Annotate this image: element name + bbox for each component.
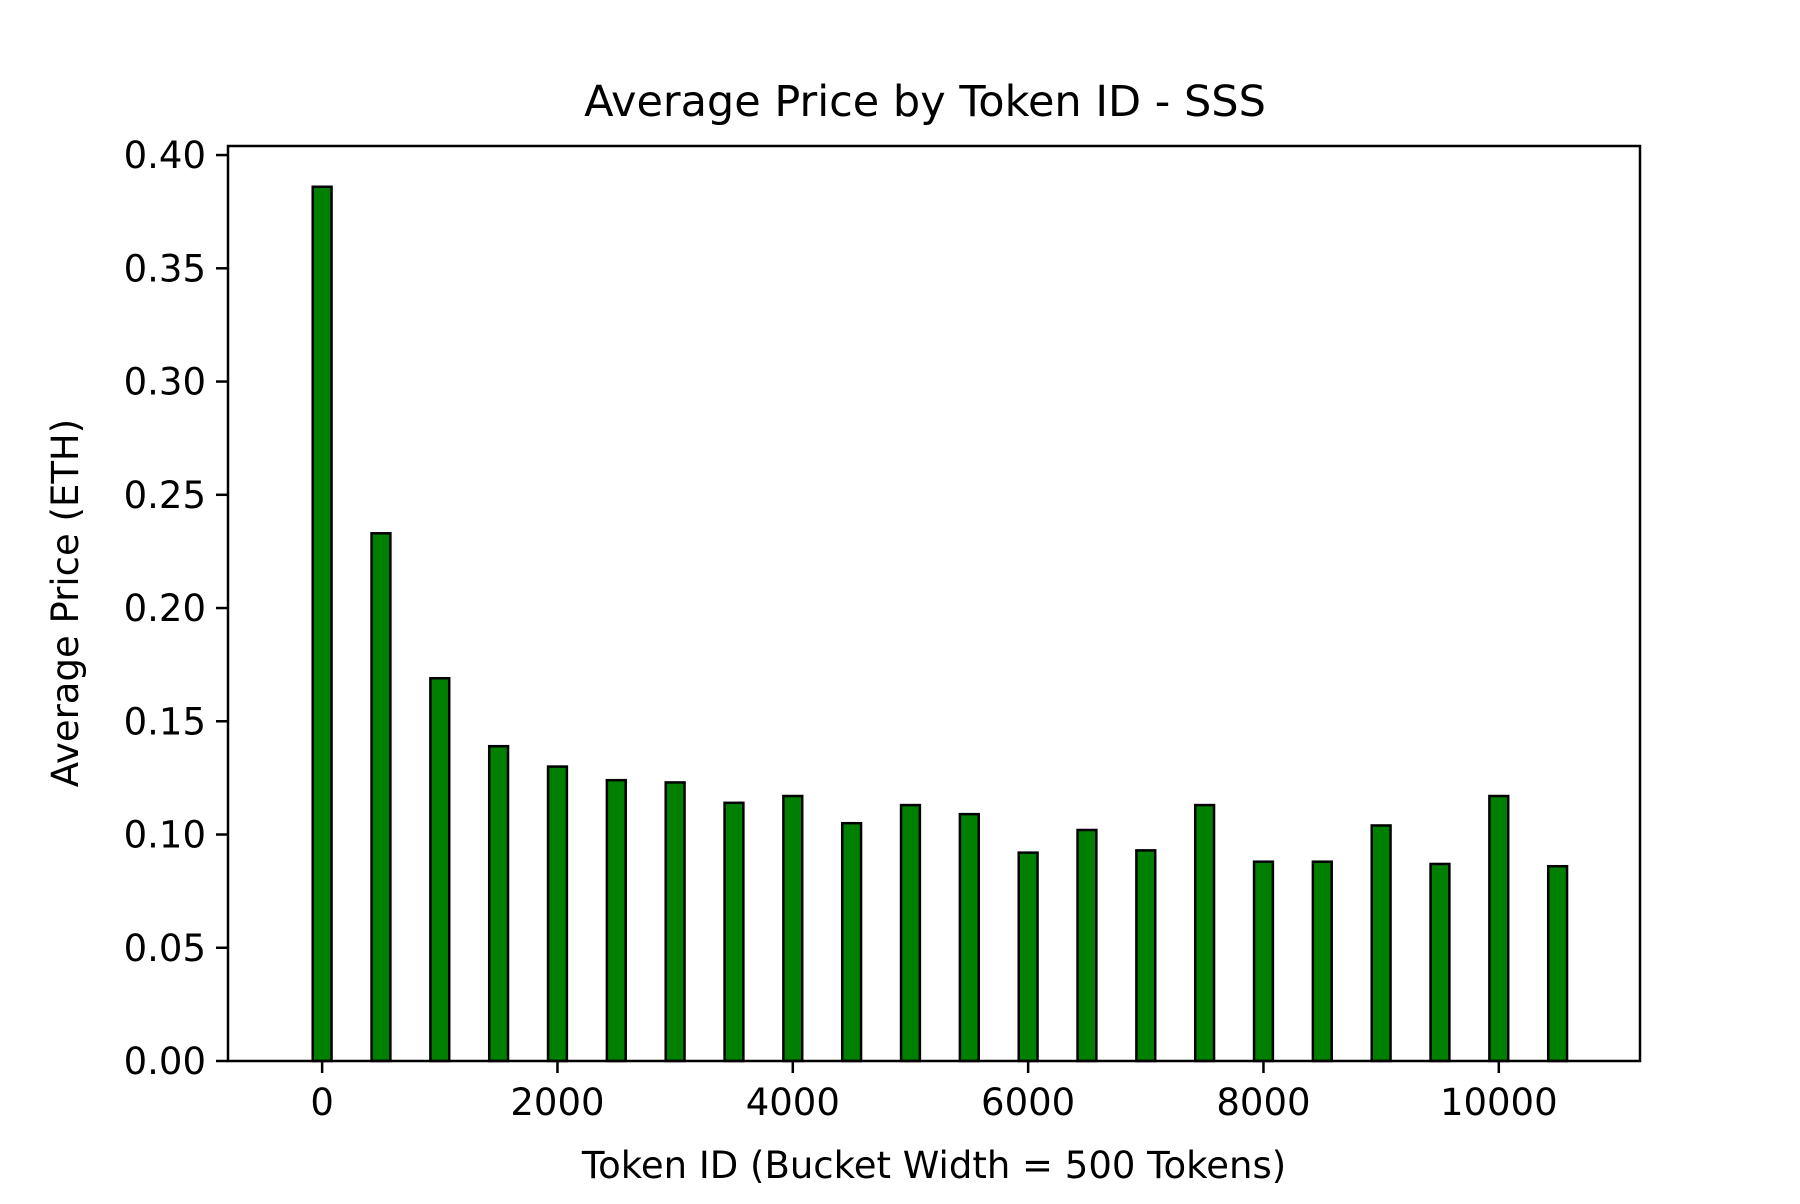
bar <box>429 676 451 1063</box>
bar <box>1193 803 1216 1063</box>
bar <box>1017 851 1039 1063</box>
y-axis: 0.00 0.05 0.10 0.15 0.20 0.25 0.30 0.35 0.40 <box>124 134 228 1083</box>
bar <box>311 185 333 1063</box>
bar <box>723 801 745 1063</box>
y-tick-label: 0.40 <box>124 134 206 177</box>
bar <box>899 803 922 1063</box>
y-tick-label: 0.30 <box>124 361 206 404</box>
y-tick-label: 0.20 <box>124 587 206 630</box>
bar <box>1252 860 1275 1063</box>
bars <box>311 185 1569 1063</box>
chart-title: Average Price by Token ID - SSS <box>584 77 1266 127</box>
y-tick-label: 0.10 <box>124 814 206 857</box>
bar <box>1488 794 1510 1063</box>
bar <box>487 744 510 1063</box>
y-axis-label: Average Price (ETH) <box>44 419 87 787</box>
bar <box>1076 828 1098 1063</box>
x-axis-label: Token ID (Bucket Width = 500 Tokens) <box>581 1144 1286 1187</box>
y-tick-label: 0.00 <box>124 1040 206 1083</box>
bar <box>1370 824 1392 1063</box>
bar <box>840 821 863 1063</box>
bar <box>782 794 804 1063</box>
x-tick-label: 10000 <box>1440 1081 1558 1124</box>
y-tick-label: 0.35 <box>124 247 206 290</box>
bar <box>1135 849 1157 1063</box>
bar <box>958 812 980 1063</box>
bar <box>1429 862 1451 1063</box>
bar <box>1311 860 1333 1063</box>
x-tick-label: 8000 <box>1216 1081 1310 1124</box>
bar <box>605 778 627 1063</box>
x-tick-label: 4000 <box>746 1081 840 1124</box>
y-tick-label: 0.25 <box>124 474 206 517</box>
x-axis: 0 2000 4000 6000 8000 10000 <box>310 1061 1558 1124</box>
bar <box>370 532 392 1063</box>
y-tick-label: 0.15 <box>124 700 206 743</box>
x-tick-label: 6000 <box>981 1081 1075 1124</box>
bar <box>1546 864 1569 1063</box>
x-tick-label: 2000 <box>510 1081 604 1124</box>
bar <box>546 765 569 1063</box>
bar <box>664 781 686 1063</box>
y-tick-label: 0.05 <box>124 927 206 970</box>
x-tick-label: 0 <box>310 1081 334 1124</box>
plot-frame <box>226 144 1642 1063</box>
